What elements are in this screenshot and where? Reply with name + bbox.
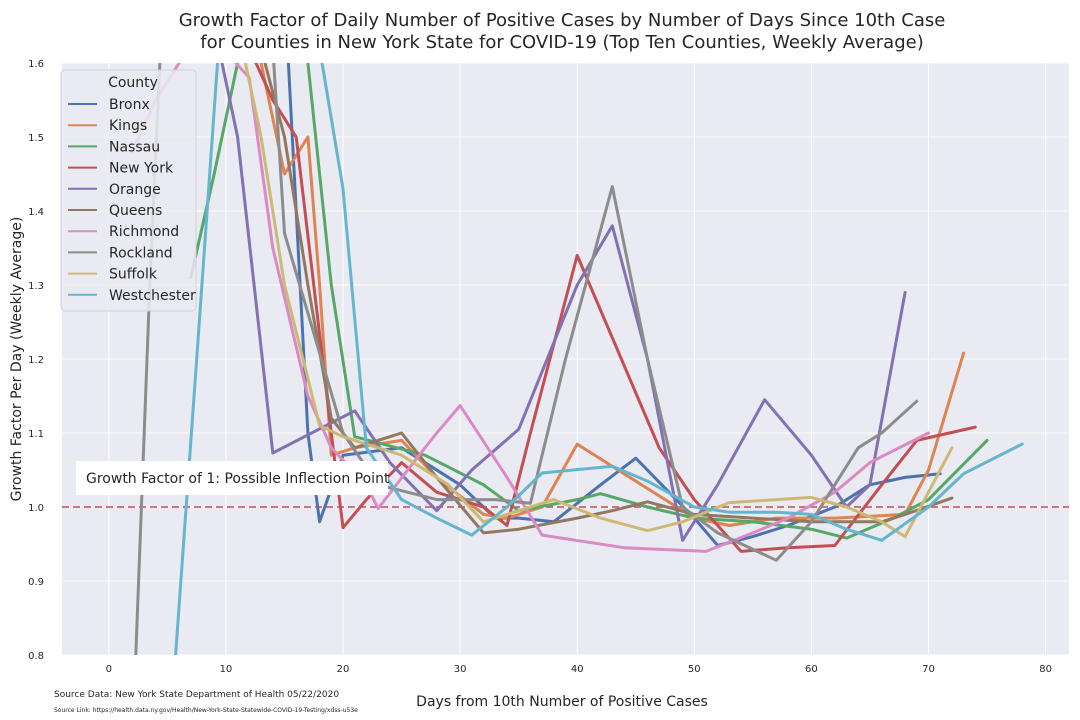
y-tick-label: 0.9 [28, 577, 44, 588]
x-tick-label: 30 [454, 664, 467, 675]
legend: County Bronx Kings Nassau New York Orange Que… [60, 69, 197, 312]
legend-label-nassau: Nassau [109, 139, 160, 155]
y-tick-label: 0.8 [28, 651, 44, 662]
series-line-rockland [134, 63, 919, 655]
series-line-suffolk [243, 63, 954, 539]
y-tick-label: 1.6 [28, 59, 44, 70]
legend-label-orange: Orange [109, 182, 161, 198]
legend-label-rockland: Rockland [109, 245, 173, 261]
annotation: Growth Factor of 1: Possible Inflection … [76, 461, 390, 495]
legend-label-kings: Kings [109, 118, 147, 134]
y-tick-label: 1.0 [28, 503, 44, 514]
annotation-text: Growth Factor of 1: Possible Inflection … [86, 471, 390, 487]
y-tick-label: 1.1 [28, 429, 44, 440]
legend-label-richmond: Richmond [109, 224, 179, 240]
legend-label-queens: Queens [109, 203, 162, 219]
x-tick-label: 0 [106, 664, 112, 675]
series-line-kings [259, 63, 966, 527]
y-tick-label: 1.5 [28, 133, 44, 144]
x-axis-label: Days from 10th Number of Positive Cases [416, 694, 708, 710]
legend-label-bronx: Bronx [109, 97, 150, 113]
x-tick-label: 40 [571, 664, 584, 675]
source-link: Source Link: https://health.data.ny.gov/… [54, 707, 358, 714]
chart-title-line-1: Growth Factor of Daily Number of Positiv… [179, 10, 946, 31]
chart-title-line-2: for Counties in New York State for COVID… [200, 32, 923, 53]
x-tick-label: 60 [805, 664, 818, 675]
legend-box [60, 69, 197, 312]
legend-title: County [108, 75, 158, 91]
x-tick-label: 50 [688, 664, 701, 675]
legend-label-new-york: New York [109, 161, 174, 177]
y-tick-label: 1.3 [28, 281, 44, 292]
series-lines [130, 63, 1024, 655]
x-tick-label: 10 [220, 664, 233, 675]
y-tick-label: 1.4 [28, 207, 44, 218]
source-data: Source Data: New York State Department o… [54, 690, 339, 700]
legend-label-suffolk: Suffolk [109, 267, 158, 283]
x-tick-label: 20 [337, 664, 350, 675]
annotation-box [76, 461, 388, 495]
series-line-westchester [174, 63, 1024, 655]
legend-label-westchester: Westchester [109, 288, 196, 304]
y-axis-label: Growth Factor Per Day (Weekly Average) [9, 217, 25, 502]
x-tick-label: 80 [1039, 664, 1052, 675]
tick-labels: 0 10 20 30 40 50 60 70 80 0.8 0.9 1.0 1.1 1.2 1.3 1.4 1.… [28, 59, 1052, 675]
series-line-richmond [130, 63, 930, 553]
series-line-bronx [286, 63, 942, 547]
y-tick-label: 1.2 [28, 355, 44, 366]
x-tick-label: 70 [922, 664, 935, 675]
